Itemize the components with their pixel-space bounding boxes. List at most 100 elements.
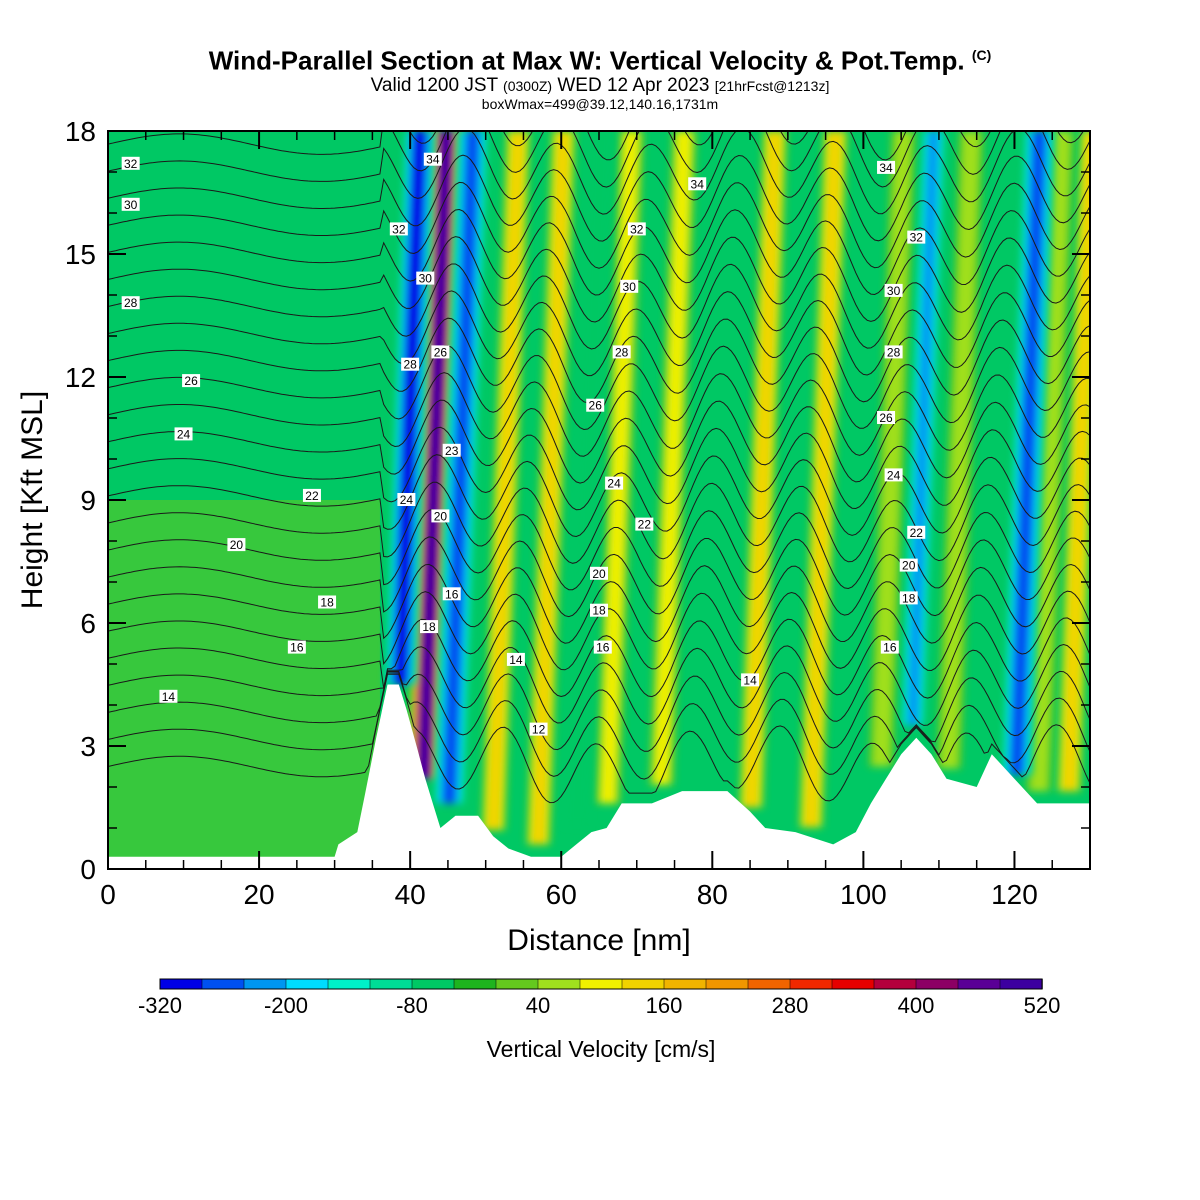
theta-contour-line bbox=[108, 617, 1090, 699]
contour-label-text: 32 bbox=[124, 157, 138, 171]
colorbar-swatch bbox=[453, 978, 497, 990]
colorbar-swatch bbox=[285, 978, 329, 990]
contour-label-layer: 32 30 28 26 24 22 20 18 16 14 34 32 30 28 26 24 23 20 16 18… bbox=[121, 152, 926, 737]
contour-label-text: 32 bbox=[910, 231, 924, 245]
contour-label: 20 bbox=[590, 566, 608, 581]
colorbar-swatch bbox=[747, 978, 791, 990]
theta-contour-line bbox=[108, 672, 1090, 780]
contour-label: 26 bbox=[877, 411, 896, 425]
theta-contour-line bbox=[108, 263, 1090, 350]
contour-label: 20 bbox=[227, 538, 246, 552]
contour-label: 28 bbox=[401, 357, 420, 372]
colorbar-swatch bbox=[579, 978, 623, 990]
contour-label-text: 32 bbox=[630, 222, 644, 236]
contour-label: 30 bbox=[884, 283, 903, 298]
contour-label: 20 bbox=[431, 509, 450, 523]
colorbar-frame bbox=[159, 978, 1043, 990]
contour-label: 34 bbox=[877, 160, 896, 175]
contour-label: 32 bbox=[389, 222, 408, 236]
contour-label-box bbox=[529, 722, 548, 736]
contour-label-box bbox=[174, 427, 193, 441]
colorbar-label: 280 bbox=[772, 993, 809, 1018]
y-tick-label: 9 bbox=[80, 485, 96, 516]
theta-contour-line bbox=[108, 372, 1090, 457]
colorbar-swatch bbox=[789, 978, 833, 990]
contour-label-box bbox=[416, 271, 435, 285]
contour-label: 16 bbox=[593, 640, 612, 655]
contour-label: 22 bbox=[302, 488, 321, 503]
forecast-info: [21hrFcst@1213z] bbox=[714, 77, 830, 94]
contour-label-box bbox=[884, 345, 903, 359]
title-copyright-tag: (C) bbox=[971, 47, 992, 63]
plot-area: 32 30 28 26 24 22 20 18 16 14 34 32 30 28 26 24 23 20 16 18… bbox=[108, 131, 1090, 869]
contour-label-box bbox=[593, 640, 612, 654]
y-tick-label: 18 bbox=[65, 116, 96, 147]
contour-label-box bbox=[121, 197, 140, 211]
valid-date: WED 12 Apr 2023 bbox=[557, 74, 710, 96]
contour-label-box bbox=[688, 177, 707, 191]
contour-label-box bbox=[423, 152, 442, 166]
x-tick-label: 40 bbox=[395, 879, 426, 910]
velocity-band-level bbox=[394, 131, 427, 685]
colorbar-title: Vertical Velocity [cm/s] bbox=[487, 1036, 716, 1062]
colorbar-swatch bbox=[159, 978, 203, 990]
contour-label-text: 24 bbox=[887, 468, 901, 482]
contour-label: 18 bbox=[420, 620, 439, 634]
velocity-band-level bbox=[907, 131, 940, 726]
velocity-band bbox=[481, 131, 531, 831]
contour-label-box bbox=[605, 476, 624, 490]
contour-label-text: 26 bbox=[879, 411, 893, 425]
contour-label-box bbox=[590, 566, 608, 580]
colorbar-swatch bbox=[201, 978, 245, 990]
terrain-layer bbox=[108, 684, 1090, 869]
contour-label-text: 24 bbox=[607, 477, 621, 491]
contour-label-box bbox=[442, 587, 461, 601]
velocity-band-level bbox=[442, 131, 480, 804]
contour-label-box bbox=[612, 345, 631, 359]
title-main-text: Wind-Parallel Section at Max W: Vertical… bbox=[208, 45, 965, 76]
colorbar-label: -320 bbox=[138, 993, 182, 1018]
contour-label: 14 bbox=[159, 689, 178, 704]
axes: 0 20 40 60 80 100 120 0 3 6 9 12 15 18 Distance [nm] He… bbox=[16, 116, 1090, 957]
contour-label-box bbox=[590, 603, 608, 617]
contour-label-box bbox=[431, 345, 450, 359]
y-tick-label: 3 bbox=[80, 731, 96, 762]
colorbar-label: 160 bbox=[646, 993, 683, 1018]
colorbar-swatch bbox=[999, 978, 1043, 990]
contour-label-box bbox=[899, 558, 918, 572]
contour-label-text: 23 bbox=[445, 444, 459, 458]
colorbar-swatch bbox=[621, 978, 665, 990]
contour-label-text: 22 bbox=[638, 518, 652, 532]
theta-contour-line bbox=[108, 290, 1090, 377]
contour-label-box bbox=[877, 160, 896, 174]
contour-label-text: 30 bbox=[887, 284, 901, 298]
chart-title-block: Wind-Parallel Section at Max W: Vertical… bbox=[0, 40, 1200, 112]
contour-label: 16 bbox=[287, 640, 306, 655]
contour-label-box bbox=[420, 620, 439, 634]
contour-label: 16 bbox=[880, 640, 899, 655]
contour-label: 26 bbox=[586, 398, 605, 413]
colorbar: -320 -200 -80 40 160 280 400 520 Vertical Veloci… bbox=[138, 978, 1060, 1062]
theta-contour-line bbox=[108, 236, 1090, 323]
colorbar-swatch bbox=[915, 978, 959, 990]
velocity-band-level bbox=[805, 131, 842, 828]
velocity-band-level bbox=[654, 131, 691, 785]
contour-label: 32 bbox=[121, 156, 140, 171]
contour-label-text: 14 bbox=[509, 653, 523, 667]
colorbar-swatch bbox=[327, 978, 371, 990]
contour-label-text: 26 bbox=[184, 374, 198, 388]
contour-label: 20 bbox=[899, 558, 918, 573]
contour-label-box bbox=[182, 374, 201, 388]
contour-label-box bbox=[880, 640, 899, 654]
contour-label-box bbox=[302, 488, 321, 502]
contour-label-box bbox=[442, 443, 461, 457]
theta-contour-line bbox=[408, 131, 1084, 161]
colorbar-swatch bbox=[831, 978, 875, 990]
potential-temperature-contours bbox=[108, 131, 1090, 804]
contour-label: 24 bbox=[605, 476, 624, 491]
colorbar-swatch bbox=[411, 978, 455, 990]
colorbar-swatch bbox=[495, 978, 539, 990]
contour-label-box bbox=[227, 538, 246, 552]
contour-label-text: 16 bbox=[290, 641, 304, 655]
velocity-band-level bbox=[1030, 131, 1070, 792]
